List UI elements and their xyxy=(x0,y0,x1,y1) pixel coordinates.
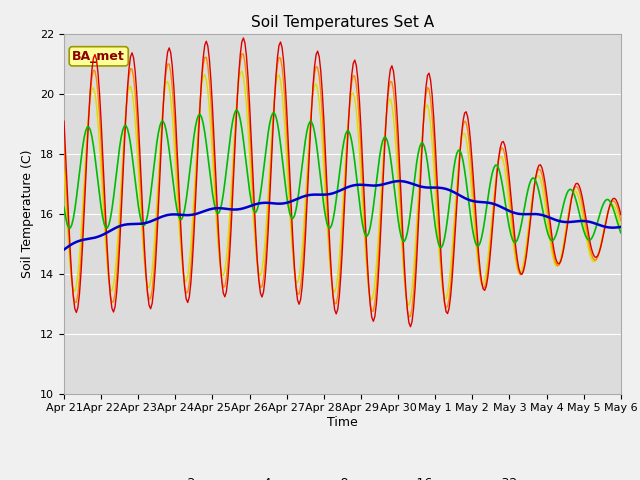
Y-axis label: Soil Temperature (C): Soil Temperature (C) xyxy=(22,149,35,278)
Title: Soil Temperatures Set A: Soil Temperatures Set A xyxy=(251,15,434,30)
Text: BA_met: BA_met xyxy=(72,50,125,63)
Legend: -2cm, -4cm, -8cm, -16cm, -32cm: -2cm, -4cm, -8cm, -16cm, -32cm xyxy=(143,472,541,480)
X-axis label: Time: Time xyxy=(327,416,358,429)
